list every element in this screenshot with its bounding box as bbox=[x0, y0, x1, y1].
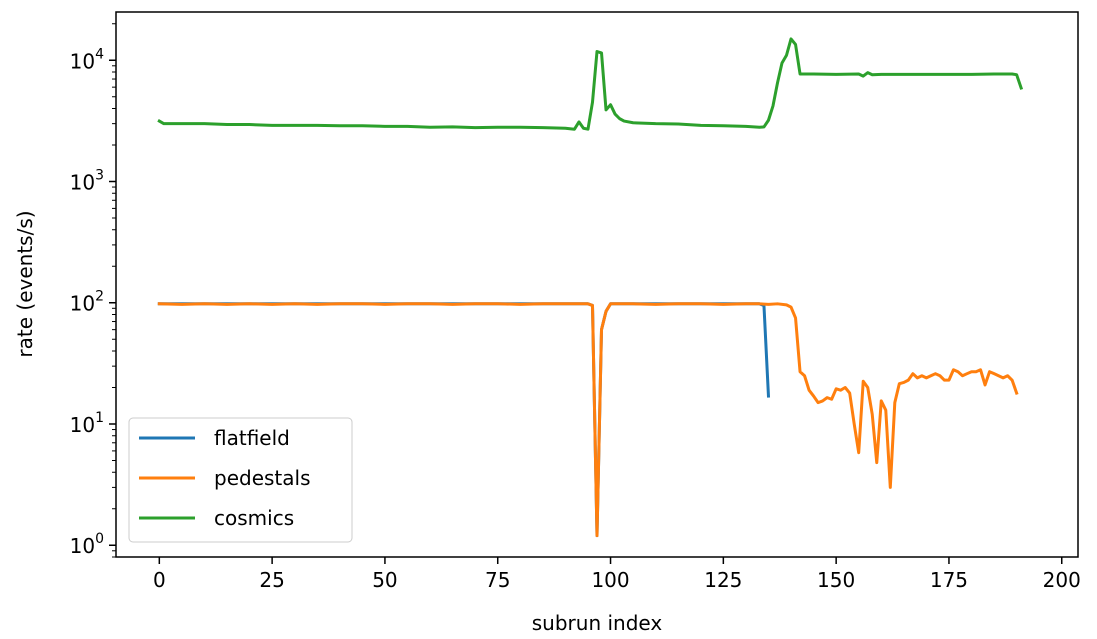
x-tick-label: 50 bbox=[372, 568, 397, 592]
series-line-pedestals bbox=[157, 302, 1019, 538]
legend: flatfield pedestals cosmics bbox=[128, 417, 353, 543]
x-tick-label: 100 bbox=[591, 568, 629, 592]
series-line-cosmics bbox=[157, 37, 1024, 131]
legend-label-cosmics: cosmics bbox=[214, 506, 294, 530]
x-tick-label: 150 bbox=[817, 568, 855, 592]
y-tick-label: 102 bbox=[70, 289, 104, 316]
y-tick-label: 101 bbox=[70, 410, 104, 437]
y-tick-label: 100 bbox=[70, 531, 104, 558]
y-tick-label: 103 bbox=[70, 168, 104, 195]
y-axis-label: rate (events/s) bbox=[13, 210, 37, 357]
legend-box bbox=[128, 417, 353, 543]
x-tick-label: 200 bbox=[1043, 568, 1081, 592]
y-axis-ticks: 100 101 102 103 104 bbox=[70, 23, 116, 558]
x-tick-label: 175 bbox=[930, 568, 968, 592]
x-tick-label: 25 bbox=[259, 568, 284, 592]
x-axis-ticks: 0 25 50 75 100 125 150 175 200 bbox=[153, 557, 1081, 592]
legend-label-pedestals: pedestals bbox=[214, 466, 311, 490]
legend-label-flatfield: flatfield bbox=[214, 426, 290, 450]
x-tick-label: 75 bbox=[485, 568, 510, 592]
plot-frame bbox=[115, 11, 1079, 558]
x-tick-label: 0 bbox=[153, 568, 166, 592]
x-axis-label: subrun index bbox=[532, 611, 663, 635]
x-tick-label: 125 bbox=[704, 568, 742, 592]
y-tick-label: 104 bbox=[70, 46, 104, 73]
series-layer bbox=[157, 37, 1024, 538]
